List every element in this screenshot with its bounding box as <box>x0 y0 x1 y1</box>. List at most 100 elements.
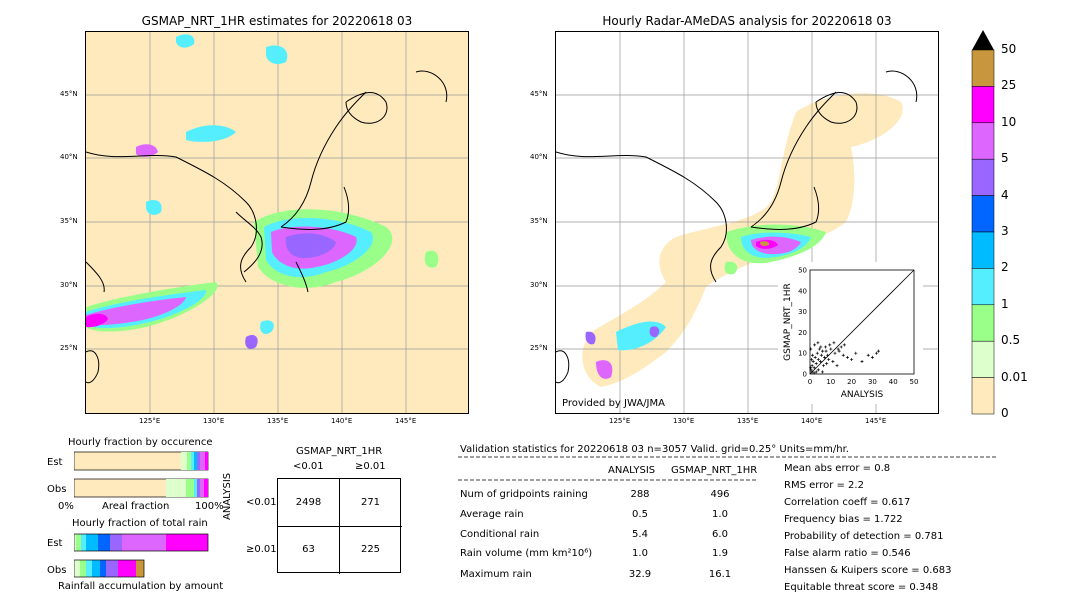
stat-analysis-value: 288 <box>630 489 650 500</box>
scatter-y-tick: 10 <box>798 350 807 358</box>
right-lat-tick: 45°N <box>530 90 548 98</box>
scatter-point <box>828 343 832 347</box>
right-lon-tick: 145°E <box>865 417 887 425</box>
right-lat-tick: 40°N <box>530 153 548 161</box>
stat-label: Num of gridpoints raining <box>460 489 588 500</box>
contingency-col-lt: <0.01 <box>293 461 324 472</box>
score-line: Correlation coeff = 0.617 <box>784 497 911 508</box>
colorbar-label: 4 <box>1001 187 1009 202</box>
contingency-row-axis: ANALYSIS <box>222 472 233 520</box>
stat-label: Average rain <box>460 509 524 520</box>
scatter-point <box>832 341 836 345</box>
diagonal-line <box>809 269 915 375</box>
contingency-row-ge: ≥0.01 <box>246 544 277 555</box>
scatter-inset: 0 10 20 30 40 50 0 10 20 30 40 50 ANALYSIS GSMAP_NRT_… <box>778 262 923 404</box>
score-line: Mean abs error = 0.8 <box>784 463 891 474</box>
right-map-title: Hourly Radar-AMeDAS analysis for 2022061… <box>602 14 892 28</box>
contingency-cell: 271 <box>360 497 381 508</box>
score-line: False alarm ratio = 0.546 <box>784 548 911 559</box>
scatter-point <box>870 355 874 359</box>
scatter-point <box>822 364 826 368</box>
scatter-point <box>835 364 839 368</box>
contingency-col-ge: ≥0.01 <box>355 461 386 472</box>
colorbar-label: 50 <box>1001 42 1017 56</box>
colorbar-label: 0 <box>1001 406 1009 420</box>
colorbar-segment <box>971 86 995 124</box>
stat-gsmap-value: 6.0 <box>712 529 728 540</box>
validation-col-analysis: ANALYSIS <box>608 465 656 476</box>
fraction-axis-right: 100% <box>195 501 224 512</box>
left-lat-tick: 35°N <box>60 217 78 225</box>
stat-gsmap-value: 1.0 <box>712 509 728 520</box>
colorbar-label: 5 <box>1001 151 1009 166</box>
est-label: Est <box>47 457 63 468</box>
scatter-point <box>819 353 823 357</box>
scatter-point <box>833 351 837 355</box>
scatter-x-tick: 30 <box>868 378 877 386</box>
scatter-point <box>814 370 818 374</box>
scatter-point <box>810 353 814 357</box>
scatter-point <box>814 362 818 366</box>
contingency-grid: 2498 271 63 225 <box>277 478 402 574</box>
scatter-point <box>816 357 820 361</box>
right-lat-tick: 30°N <box>530 281 548 289</box>
colorbar-label: 1 <box>1001 296 1009 311</box>
scatter-point <box>819 345 823 349</box>
left-lon-tick: 135°E <box>267 417 289 425</box>
scatter-y-label: GSMAP_NRT_1HR <box>783 283 793 361</box>
scatter-point <box>854 351 858 355</box>
left-lat-tick: 40°N <box>60 153 78 161</box>
colorbar-label: 10 <box>1001 114 1017 129</box>
scatter-point <box>820 349 824 353</box>
stat-analysis-value: 0.5 <box>632 509 648 520</box>
score-line: Equitable threat score = 0.348 <box>784 582 939 593</box>
left-lat-tick: 45°N <box>60 90 78 98</box>
left-map-title: GSMAP_NRT_1HR estimates for 20220618 03 <box>141 14 413 28</box>
colorbar-label: 0.5 <box>1001 333 1021 348</box>
right-map-graphic <box>556 32 938 413</box>
scatter-point <box>817 347 821 351</box>
scatter-point <box>842 343 846 347</box>
scatter-point <box>813 343 817 347</box>
colorbar-segment <box>971 195 995 233</box>
scatter-frame <box>809 269 915 375</box>
left-lon-tick: 125°E <box>139 417 161 425</box>
scatter-point <box>824 349 828 353</box>
colorbar-segment <box>971 377 995 415</box>
total-rain-title: Hourly fraction of total rain <box>72 518 208 529</box>
scatter-point <box>850 357 854 361</box>
scatter-x-tick: 50 <box>910 378 919 386</box>
scatter-point <box>839 345 843 349</box>
colorbar-label: 25 <box>1001 78 1017 93</box>
fraction-axis-mid: Areal fraction <box>102 501 170 512</box>
validation-col-gsmap: GSMAP_NRT_1HR <box>671 465 758 476</box>
colorbar-segment <box>971 158 995 196</box>
scatter-point <box>823 355 827 359</box>
stat-analysis-value: 32.9 <box>628 569 652 580</box>
score-line: Hanssen & Kuipers score = 0.683 <box>784 565 952 576</box>
scatter-y-tick: 20 <box>798 329 807 337</box>
scatter-y-tick: 30 <box>798 308 807 316</box>
stat-analysis-value: 1.0 <box>632 548 648 559</box>
scatter-point <box>831 360 835 364</box>
left-lon-tick: 130°E <box>203 417 225 425</box>
total-rain-bars <box>74 533 209 578</box>
scatter-y-tick: 50 <box>798 267 807 275</box>
scatter-point <box>809 368 813 372</box>
scatter-x-label: ANALYSIS <box>841 390 884 400</box>
scatter-x-tick: 40 <box>889 378 898 386</box>
scatter-point <box>818 360 822 364</box>
stat-label: Conditional rain <box>460 529 540 540</box>
scatter-plot: 0 10 20 30 40 50 0 10 20 30 40 50 ANALYSIS GSMAP_NRT_… <box>783 267 919 401</box>
colorbar <box>971 30 995 415</box>
scatter-point <box>816 341 820 345</box>
validation-header: Validation statistics for 20220618 03 n=… <box>460 444 849 455</box>
contingency-row-lt: <0.01 <box>246 497 277 508</box>
scatter-point <box>812 371 816 375</box>
contingency-cell: 225 <box>360 544 381 555</box>
scatter-point <box>810 370 814 374</box>
scatter-point <box>813 355 817 359</box>
scatter-point <box>837 349 841 353</box>
scatter-point <box>826 353 830 357</box>
colorbar-segment <box>971 340 995 378</box>
